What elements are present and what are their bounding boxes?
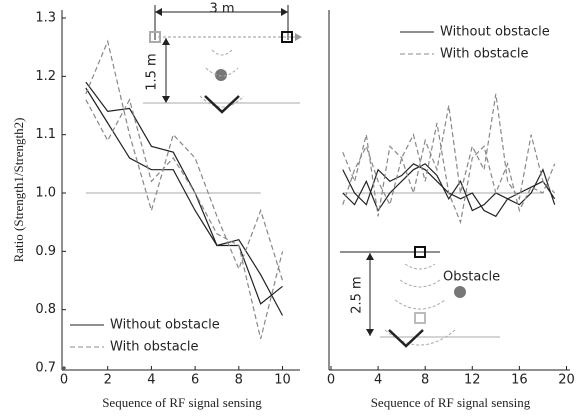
annotation: 3 m — [209, 2, 234, 17]
x-tick-label: 10 — [274, 373, 291, 388]
x-tick-label: 0 — [327, 373, 335, 388]
y-tick-label: 1.0 — [35, 186, 56, 201]
x-tick-label: 0 — [60, 373, 68, 388]
y-axis-label: Ratio (Strength1/Strength2) — [11, 118, 26, 263]
y-tick-label: 1.2 — [35, 69, 56, 84]
y-tick-label: 1.3 — [35, 11, 56, 26]
annotation: 1.5 m — [145, 53, 160, 90]
x-axis-label: Sequence of RF signal sensing — [102, 395, 262, 410]
legend-label: Without obstacle — [440, 25, 550, 40]
x-tick-label: 6 — [191, 373, 199, 388]
y-tick-label: 0.8 — [35, 302, 56, 317]
data-line — [85, 87, 284, 316]
x-tick-label: 8 — [421, 373, 429, 388]
x-tick-label: 4 — [374, 373, 382, 388]
data-line — [342, 122, 556, 225]
legend-label: Without obstacle — [110, 318, 220, 333]
inset-left: 3 m 1.5 m — [143, 2, 302, 114]
legend-label: With obstacle — [440, 47, 528, 62]
y-tick-label: 0.9 — [35, 244, 56, 259]
annotation: Obstacle — [443, 270, 500, 285]
x-tick-label: 4 — [147, 373, 155, 388]
y-tick-label: 0.7 — [35, 361, 56, 376]
x-tick-label: 20 — [558, 373, 575, 388]
annotation: 2.5 m — [350, 276, 365, 313]
data-line — [85, 98, 284, 339]
y-tick-label: 1.1 — [35, 127, 56, 142]
inset-right: 2.5 m Obstacle — [340, 246, 500, 348]
x-axis-label: Sequence of RF signal sensing — [371, 395, 531, 410]
data-line — [85, 39, 284, 281]
x-tick-label: 12 — [464, 373, 481, 388]
data-line — [342, 163, 556, 212]
x-tick-label: 2 — [104, 373, 112, 388]
legend-label: With obstacle — [110, 340, 198, 355]
data-line — [85, 81, 283, 305]
data-line — [342, 93, 556, 217]
x-tick-label: 16 — [511, 373, 528, 388]
x-tick-label: 8 — [235, 373, 243, 388]
